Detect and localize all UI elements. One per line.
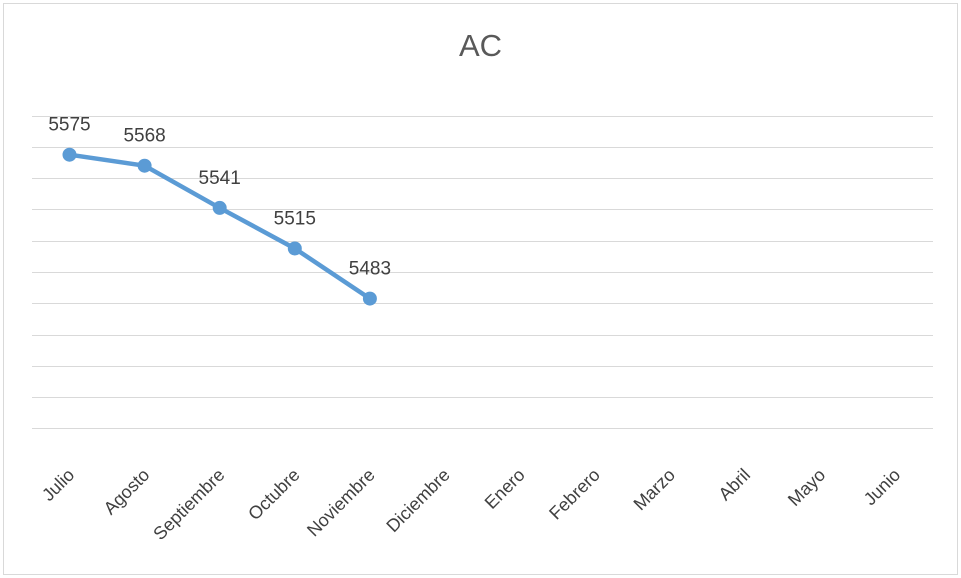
gridlines — [32, 116, 933, 429]
data-point — [212, 200, 227, 215]
chart-frame — [3, 3, 958, 575]
x-tick-label: Julio — [38, 465, 78, 505]
chart-title: AC — [458, 28, 503, 63]
data-point — [62, 147, 77, 162]
data-label: 5483 — [349, 259, 391, 280]
x-tick-label: Abril — [715, 465, 755, 505]
data-label: 5541 — [199, 168, 241, 189]
data-label: 5568 — [123, 126, 165, 147]
series-layer — [62, 147, 377, 306]
data-label: 5575 — [48, 115, 90, 136]
x-tick-label: Diciembre — [382, 465, 453, 536]
x-tick-label: Marzo — [630, 465, 680, 515]
data-point — [287, 241, 302, 256]
x-tick-label: Agosto — [100, 465, 154, 519]
x-tick-label: Enero — [481, 465, 529, 513]
data-label: 5515 — [274, 209, 316, 230]
x-tick-label: Noviembre — [303, 465, 379, 541]
x-tick-label: Febrero — [545, 465, 604, 524]
data-point — [137, 158, 152, 173]
x-tick-label: Mayo — [784, 465, 829, 510]
x-tick-label: Septiembre — [149, 465, 228, 544]
x-tick-label: Octubre — [244, 465, 303, 524]
data-point — [362, 291, 377, 306]
data-labels: 5575 5568 5541 5515 5483 — [48, 115, 391, 280]
x-tick-label: Junio — [860, 465, 905, 510]
